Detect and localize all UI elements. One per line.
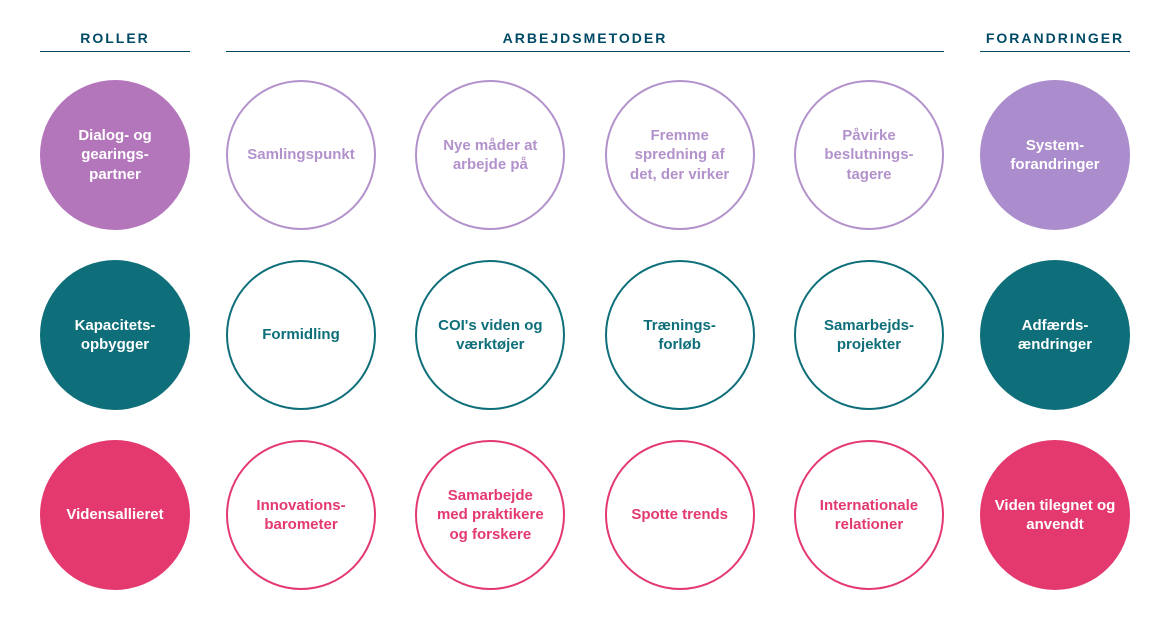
change-circle: System-forandringer [980,80,1130,230]
change-column: System-forandringer [980,80,1130,230]
change-circle: Adfærds-ændringer [980,260,1130,410]
diagram-body: Dialog- og gearings-partnerSamlingspunkt… [40,80,1130,590]
method-circle: Samarbejde med praktikere og forskere [415,440,565,590]
change-circle: Viden tilegnet og anvendt [980,440,1130,590]
method-circle: Påvirke beslutnings-tagere [794,80,944,230]
role-circle: Dialog- og gearings-partner [40,80,190,230]
diagram-row: Kapacitets-opbyggerFormidling COI's viden… [40,260,1130,410]
method-circle: Nye måder at arbejde på [415,80,565,230]
method-circle: Spotte trends [605,440,755,590]
diagram-row: Dialog- og gearings-partnerSamlingspunkt… [40,80,1130,230]
change-column: Adfærds-ændringer [980,260,1130,410]
method-circle: Trænings-forløb [605,260,755,410]
method-circle: Formidling [226,260,376,410]
role-column: Kapacitets-opbygger [40,260,190,410]
diagram-row: VidensallieretInnovations-barometer Samar… [40,440,1130,590]
header-roles: ROLLER [40,30,190,52]
method-circle: Innovations-barometer [226,440,376,590]
method-circle: Internationale relationer [794,440,944,590]
method-circle: Samlingspunkt [226,80,376,230]
role-column: Vidensallieret [40,440,190,590]
header-row: ROLLER ARBEJDSMETODER FORANDRINGER [40,30,1130,52]
role-circle: Vidensallieret [40,440,190,590]
role-circle: Kapacitets-opbygger [40,260,190,410]
method-circle: Fremme spredning af det, der virker [605,80,755,230]
role-column: Dialog- og gearings-partner [40,80,190,230]
methods-column: Innovations-barometer Samarbejde med prak… [226,440,944,590]
change-column: Viden tilegnet og anvendt [980,440,1130,590]
methods-column: Formidling COI's viden og værktøjer Trænin… [226,260,944,410]
methods-column: Samlingspunkt Nye måder at arbejde på Frem… [226,80,944,230]
header-methods: ARBEJDSMETODER [226,30,944,52]
method-circle: COI's viden og værktøjer [415,260,565,410]
header-changes: FORANDRINGER [980,30,1130,52]
method-circle: Samarbejds-projekter [794,260,944,410]
